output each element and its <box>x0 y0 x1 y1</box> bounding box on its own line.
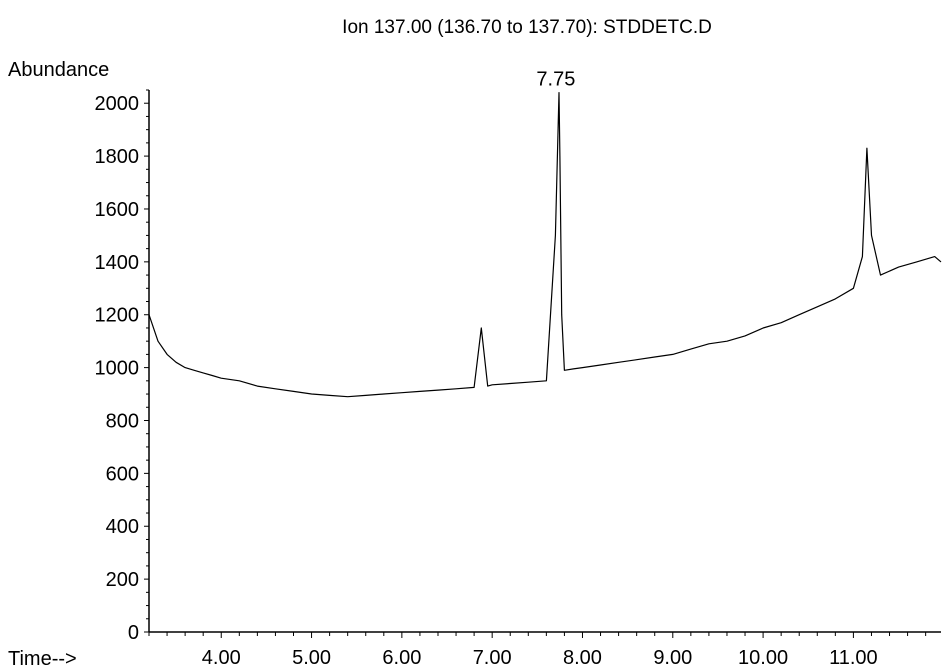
x-tick-label: 5.00 <box>292 647 331 668</box>
series-line <box>148 91 942 398</box>
x-tick-label: 4.00 <box>202 647 241 668</box>
y-tick-label: 400 <box>106 516 139 538</box>
y-tick-label: 1800 <box>95 146 140 168</box>
axes <box>144 89 941 638</box>
y-tick-label: 1200 <box>95 305 140 327</box>
x-tick-label: 7.00 <box>473 647 512 668</box>
y-tick-label: 800 <box>106 410 139 432</box>
x-tick-label: 8.00 <box>563 647 602 668</box>
plot-area <box>148 91 942 398</box>
y-axis-label: Abundance <box>8 59 109 81</box>
x-tick-label: 6.00 <box>382 647 421 668</box>
chart-title: Ion 137.00 (136.70 to 137.70): STDDETC.D <box>342 17 712 38</box>
y-tick-label: 600 <box>106 463 139 485</box>
x-tick-label: 9.00 <box>653 647 692 668</box>
y-tick-label: 1000 <box>95 358 140 380</box>
x-tick-label: 10.00 <box>738 647 788 668</box>
y-tick-label: 0 <box>128 622 139 644</box>
y-tick-label: 200 <box>106 569 139 591</box>
y-tick-label: 1600 <box>95 199 140 221</box>
annotations: 7.75 <box>536 68 575 90</box>
y-tick-label: 2000 <box>95 93 140 115</box>
y-tick-label: 1400 <box>95 252 140 274</box>
x-axis-label: Time--> <box>8 648 77 668</box>
x-ticks: 4.00 5.00 6.00 7.00 8.00 9.00 10.00 11.00 <box>202 647 878 668</box>
y-ticks: 0 200 400 600 800 1000 1200 1400 1600 1800 2000 <box>95 93 140 644</box>
peak-label: 7.75 <box>536 68 575 90</box>
x-tick-label: 11.00 <box>829 647 878 668</box>
